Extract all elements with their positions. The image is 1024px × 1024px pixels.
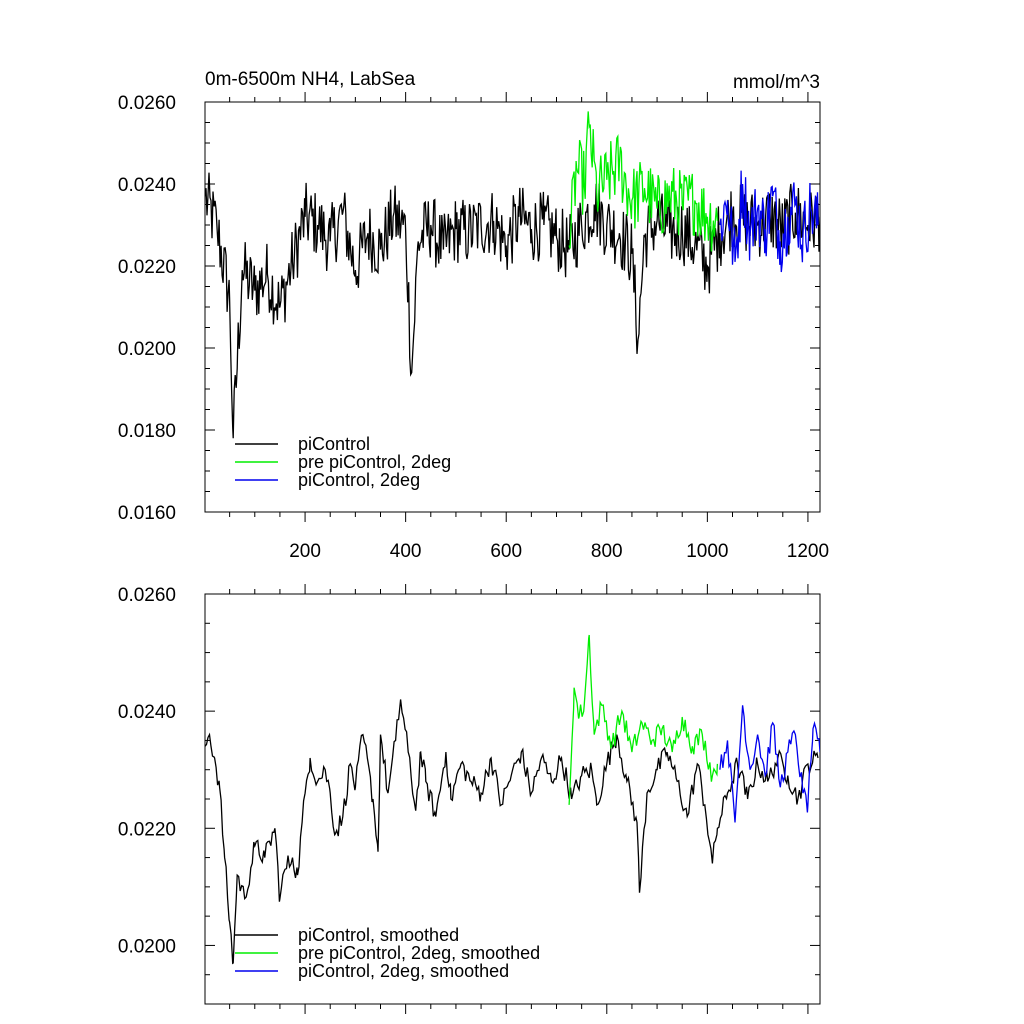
axis-ticks: 0.0200 0.0220 0.0240 0.0260	[118, 584, 820, 1014]
y-tick-label: 0.0260	[118, 93, 176, 114]
y-tick-label: 0.0240	[118, 702, 176, 723]
y-tick-label: 0.0200	[118, 936, 176, 957]
series-line	[205, 172, 820, 439]
y-tick-label: 0.0220	[118, 819, 176, 840]
bottom-panel: 0.0200 0.0220 0.0240 0.0260 piControl, smoo…	[118, 584, 821, 1014]
units-label: mmol/m^3	[733, 72, 820, 93]
x-tick-label: 400	[390, 541, 422, 562]
series-line	[719, 705, 820, 823]
y-tick-label: 0.0180	[118, 421, 176, 442]
series-line	[568, 111, 719, 252]
legend-label: piControl, 2deg	[298, 470, 420, 490]
x-tick-label: 800	[591, 541, 623, 562]
series-line	[205, 699, 819, 965]
series-lines	[205, 634, 820, 965]
y-tick-label: 0.0200	[118, 339, 176, 360]
series-lines	[205, 111, 820, 439]
axis-ticks: 200 400 600 800 1000 1200 0.0160 0.0180 0.0200 0.…	[118, 92, 829, 562]
top-panel: 0m-6500m NH4, LabSea mmol/m^3 200 400 600 8…	[118, 69, 829, 562]
legend-label: piControl, smoothed	[298, 925, 459, 945]
chart-title: 0m-6500m NH4, LabSea	[205, 69, 416, 90]
legend-label: pre piControl, 2deg	[298, 452, 451, 472]
y-tick-label: 0.0240	[118, 175, 176, 196]
legend-label: piControl, 2deg, smoothed	[298, 961, 509, 981]
y-tick-label: 0.0160	[118, 503, 176, 524]
x-tick-label: 1200	[787, 541, 829, 562]
series-line	[719, 170, 819, 273]
y-tick-label: 0.0220	[118, 257, 176, 278]
series-line	[568, 634, 719, 805]
y-tick-label: 0.0260	[118, 585, 176, 606]
x-tick-label: 1000	[686, 541, 728, 562]
legend-label: pre piControl, 2deg, smoothed	[298, 943, 540, 963]
legend-label: piControl	[298, 434, 370, 454]
x-tick-label: 200	[289, 541, 321, 562]
x-tick-label: 600	[490, 541, 522, 562]
